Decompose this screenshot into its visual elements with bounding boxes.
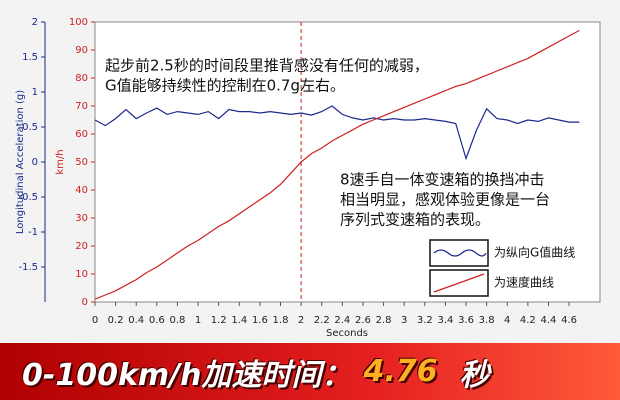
banner: 0-100km/h加速时间： 4.76 秒	[0, 343, 620, 400]
x-tick-label: 0	[92, 315, 98, 326]
annotation: 起步前2.5秒的时间段里推背感没有任何的减弱，	[105, 57, 429, 75]
x-tick-label: 1	[195, 315, 201, 326]
y-tick-label: -1	[28, 227, 38, 238]
y-tick-label: -0.5	[18, 192, 38, 203]
x-tick-label: 3.6	[458, 315, 474, 326]
legend-swatch	[433, 273, 485, 293]
y-tick-label: 2	[32, 17, 38, 28]
y-tick-label: -1.5	[18, 262, 38, 273]
x-tick-label: 2	[298, 315, 304, 326]
y2-tick-label: 40	[75, 185, 88, 196]
y2-tick-label: 70	[75, 101, 88, 112]
y-label: Longitudinal Acceleration (g)	[15, 90, 26, 234]
annotation: G值能够持续性的控制在0.7g左右。	[105, 77, 345, 95]
y-tick-label: 1	[32, 87, 38, 98]
y2-tick-label: 10	[75, 269, 88, 280]
x-tick-label: 2.6	[355, 315, 371, 326]
x-tick-label: 4.4	[541, 315, 557, 326]
x-tick-label: 0.8	[169, 315, 185, 326]
y-tick-label: 0.5	[22, 122, 38, 133]
x-tick-label: 4	[504, 315, 510, 326]
series-line	[94, 29, 580, 300]
legend-swatch	[433, 249, 487, 257]
y2-tick-label: 30	[75, 213, 88, 224]
annotation: 相当明显，感观体验更像是一台	[340, 191, 550, 209]
x-label: Seconds	[326, 328, 368, 339]
y2-tick-label: 20	[75, 241, 88, 252]
legend-label: 为速度曲线	[494, 275, 554, 290]
legend-box	[429, 239, 489, 267]
x-tick-label: 4.2	[520, 315, 536, 326]
y2-tick-label: 100	[69, 17, 88, 28]
banner-value: 4.76	[363, 354, 438, 389]
x-tick-label: 2.8	[376, 315, 392, 326]
annotation: 8速手自一体变速箱的换挡冲击	[340, 171, 545, 189]
series-line	[94, 105, 580, 161]
x-tick-label: 3.8	[479, 315, 495, 326]
x-tick-label: 3	[401, 315, 407, 326]
x-tick-label: 2.4	[334, 315, 350, 326]
y-tick-label: 0	[32, 157, 38, 168]
x-tick-label: 3.4	[437, 315, 453, 326]
x-tick-label: 0.6	[149, 315, 165, 326]
y2-tick-label: 80	[75, 73, 88, 84]
chart: Longitudinal Acceleration (g) km/h Secon…	[15, 17, 601, 339]
legend-label: 为纵向G值曲线	[494, 245, 575, 260]
x-tick-label: 1.8	[273, 315, 289, 326]
annotation: 序列式变速箱的表现。	[340, 211, 490, 229]
x-tick-label: 0.4	[128, 315, 144, 326]
x-tick-label: 1.4	[231, 315, 247, 326]
x-tick-label: 3.2	[417, 315, 433, 326]
y2-tick-label: 0	[82, 297, 88, 308]
x-tick-label: 1.2	[211, 315, 227, 326]
x-tick-label: 1.6	[252, 315, 268, 326]
x-tick-label: 4.6	[561, 315, 577, 326]
y2-label: km/h	[55, 149, 66, 174]
y2-tick-label: 60	[75, 129, 88, 140]
plot-area	[94, 21, 601, 303]
y2-tick-label: 90	[75, 45, 88, 56]
banner-unit: 秒	[459, 357, 490, 393]
x-tick-label: 2.2	[314, 315, 330, 326]
x-tick-label: 0.2	[108, 315, 124, 326]
y2-tick-label: 50	[75, 157, 88, 168]
y-tick-label: 1.5	[22, 52, 38, 63]
banner-label: 0-100km/h加速时间：	[22, 357, 352, 393]
